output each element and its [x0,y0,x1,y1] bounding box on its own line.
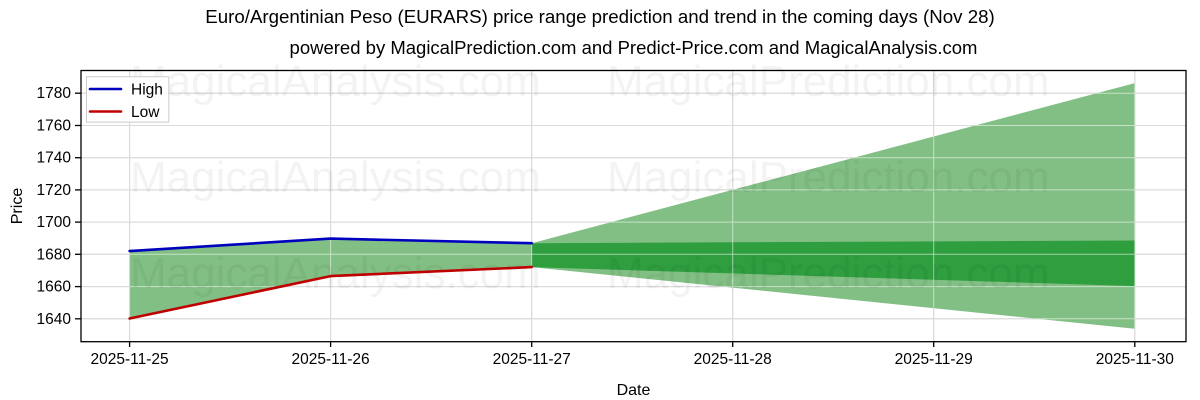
svg-text:1760: 1760 [37,118,72,135]
svg-text:1740: 1740 [37,150,72,167]
svg-text:MagicalPrediction.com: MagicalPrediction.com [607,249,1050,298]
svg-text:Low: Low [131,104,160,121]
svg-text:2025-11-30: 2025-11-30 [1096,351,1175,368]
svg-text:MagicalAnalysis.com: MagicalAnalysis.com [130,249,541,298]
svg-text:1700: 1700 [37,214,72,231]
svg-text:MagicalPrediction.com: MagicalPrediction.com [607,57,1050,106]
svg-text:1720: 1720 [37,182,72,199]
svg-text:2025-11-25: 2025-11-25 [91,351,169,368]
svg-text:MagicalPrediction.com: MagicalPrediction.com [607,153,1050,202]
svg-text:Date: Date [617,382,651,399]
svg-text:1640: 1640 [37,311,72,328]
svg-text:2025-11-27: 2025-11-27 [493,351,571,368]
svg-text:High: High [131,82,163,99]
svg-text:MagicalAnalysis.com: MagicalAnalysis.com [130,57,541,106]
svg-text:MagicalAnalysis.com: MagicalAnalysis.com [130,153,541,202]
svg-text:1780: 1780 [37,85,72,102]
svg-text:1660: 1660 [37,279,72,296]
svg-text:2025-11-28: 2025-11-28 [694,351,772,368]
svg-text:2025-11-26: 2025-11-26 [292,351,370,368]
svg-text:1680: 1680 [37,246,72,263]
svg-text:2025-11-29: 2025-11-29 [895,351,973,368]
svg-text:Price: Price [9,188,26,225]
